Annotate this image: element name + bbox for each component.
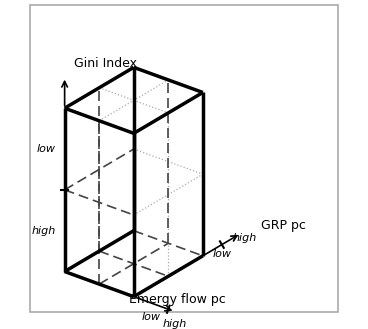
Text: low: low — [142, 312, 160, 322]
Text: high: high — [163, 319, 187, 329]
Text: low: low — [36, 144, 55, 154]
Text: low: low — [213, 249, 232, 259]
Text: GRP pc: GRP pc — [261, 219, 306, 232]
Text: high: high — [232, 233, 256, 242]
Text: Emergy flow pc: Emergy flow pc — [129, 293, 226, 306]
FancyBboxPatch shape — [30, 5, 338, 312]
Text: Gini Index: Gini Index — [74, 58, 137, 70]
Text: high: high — [32, 226, 56, 236]
